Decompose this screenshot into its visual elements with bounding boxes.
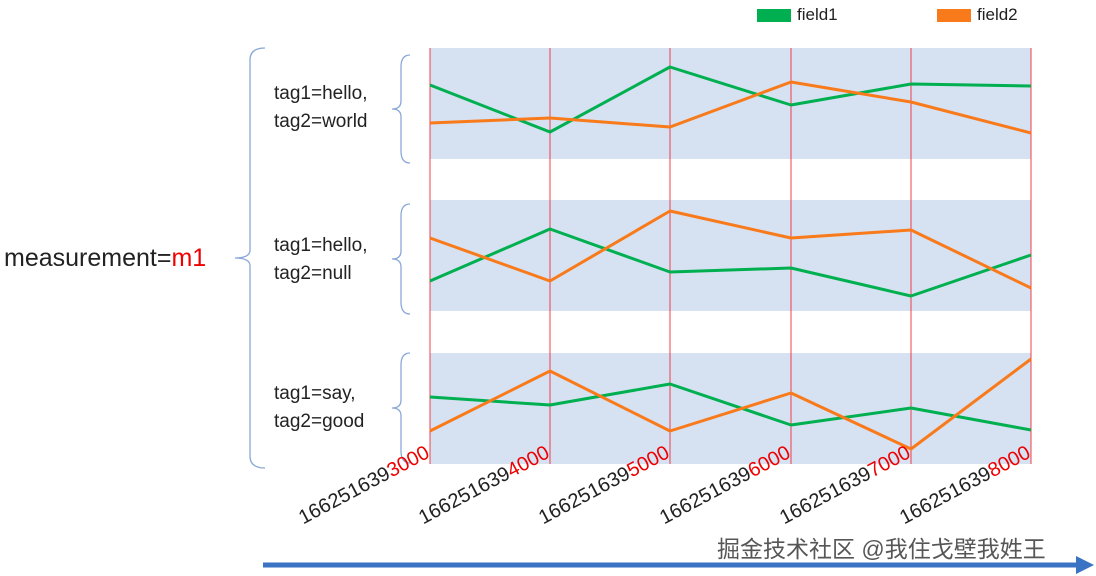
group-label-2: tag1=hello, tag2=null bbox=[274, 232, 368, 288]
group-label-3: tag1=say, tag2=good bbox=[274, 380, 364, 436]
series-field2-group-2 bbox=[429, 209, 1032, 290]
brace-measurement bbox=[234, 47, 266, 469]
legend-label: field1 bbox=[797, 5, 838, 24]
watermark: 掘金技术社区 @我住戈壁我姓王 bbox=[717, 536, 1046, 562]
legend-swatch-field1 bbox=[757, 8, 791, 22]
tag1-text: tag1=hello, bbox=[274, 235, 368, 256]
series-field2-group-1 bbox=[429, 80, 1032, 135]
measurement-value: m1 bbox=[171, 244, 207, 272]
legend-swatch-field2 bbox=[937, 8, 971, 22]
group-label-1: tag1=hello, tag2=world bbox=[274, 80, 368, 136]
series-field1-group-1 bbox=[429, 65, 1032, 134]
brace-group-3 bbox=[391, 352, 411, 464]
measurement-prefix: measurement= bbox=[4, 244, 172, 272]
tag2-text: tag2=world bbox=[274, 111, 368, 132]
series-field2-group-3 bbox=[429, 357, 1032, 451]
group-band-2 bbox=[430, 200, 1031, 311]
brace-group-2 bbox=[391, 203, 411, 315]
series-field1-group-2 bbox=[429, 227, 1032, 298]
tag2-text: tag2=good bbox=[274, 411, 365, 432]
tag2-text: tag2=null bbox=[274, 263, 352, 284]
tag1-text: tag1=hello, bbox=[274, 83, 368, 104]
brace-group-1 bbox=[391, 54, 411, 164]
measurement-label: measurement=m1 bbox=[4, 244, 206, 273]
legend-field1: field1 bbox=[757, 5, 838, 25]
group-band-3 bbox=[430, 353, 1031, 464]
arrow-head-icon bbox=[1076, 556, 1094, 574]
legend-field2: field2 bbox=[937, 5, 1018, 25]
tag1-text: tag1=say, bbox=[274, 383, 356, 404]
legend-label: field2 bbox=[977, 5, 1018, 24]
series-field1-group-3 bbox=[429, 382, 1032, 432]
